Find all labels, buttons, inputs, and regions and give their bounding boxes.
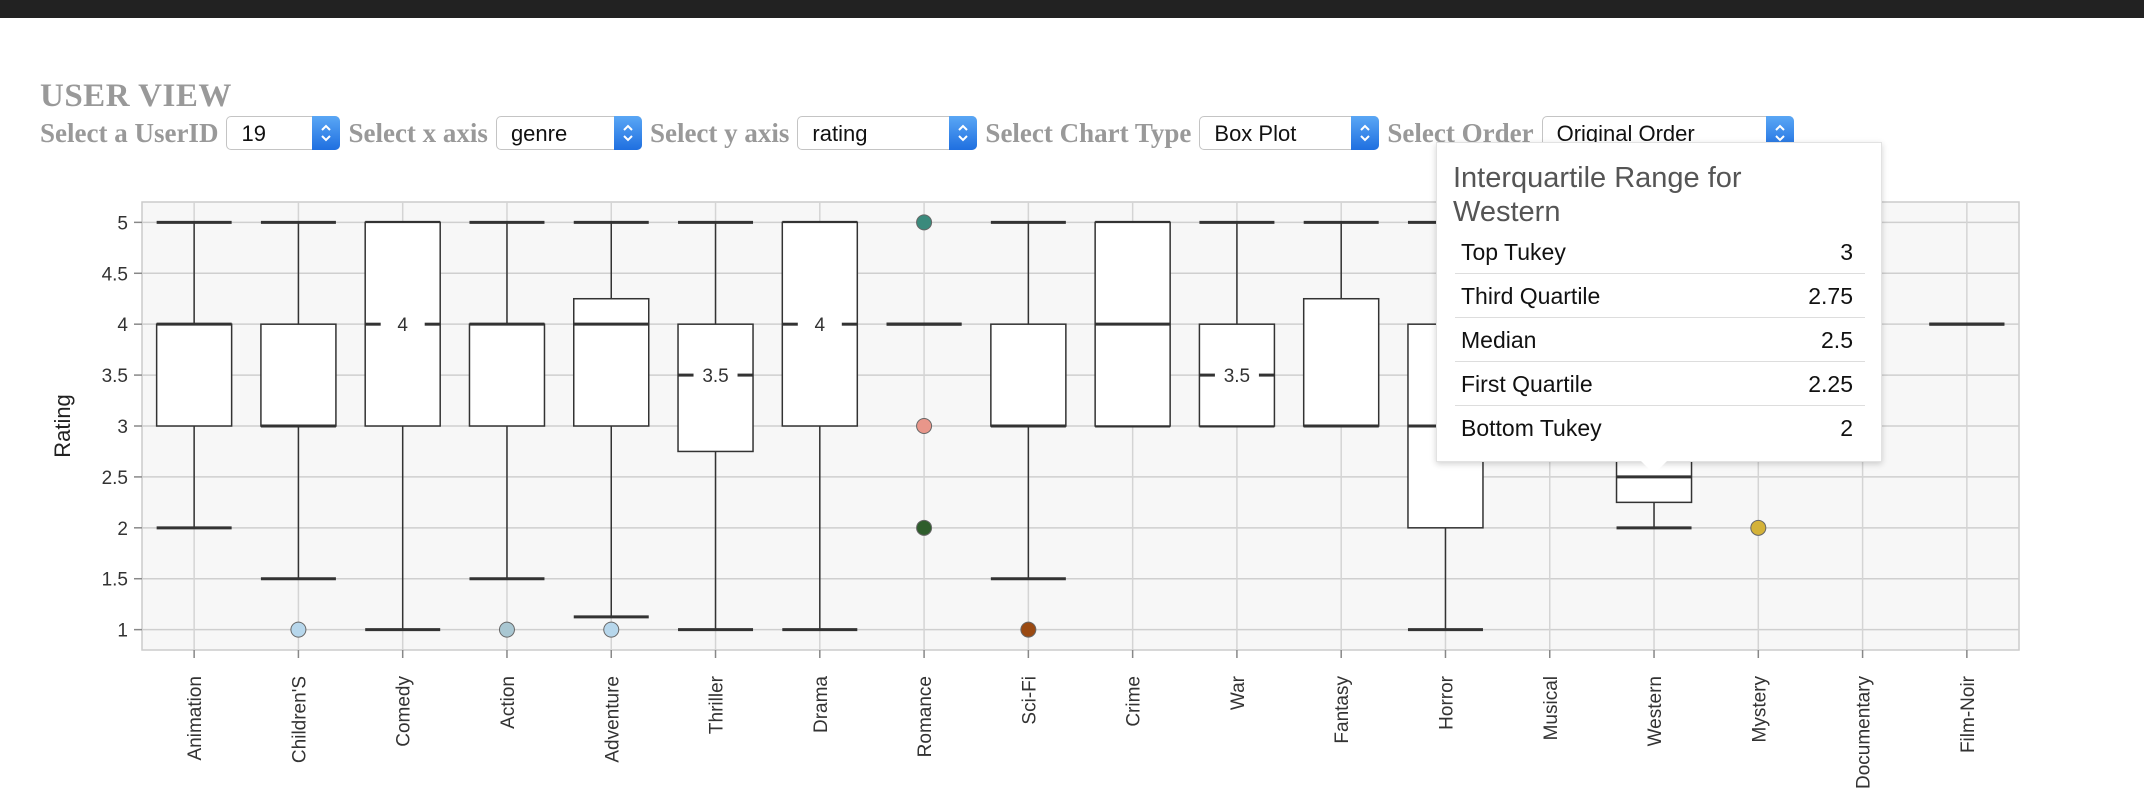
- tooltip-row-value: 2.75: [1808, 283, 1853, 309]
- y-tick-label: 3: [117, 417, 128, 438]
- y-tick-label: 1.5: [102, 570, 128, 591]
- yaxis-label: Select y axis: [649, 117, 790, 148]
- select-arrow-icon: [613, 116, 642, 150]
- x-tick-label: Film-Noir: [1958, 675, 1979, 753]
- order-value: Original Order: [1556, 121, 1695, 146]
- tooltip-row: Third Quartile 2.75: [1455, 275, 1865, 318]
- iqr-box: [990, 323, 1067, 427]
- xaxis-select[interactable]: genre: [495, 116, 642, 150]
- controls-bar: Select a UserID 19 Select x axis genre S…: [40, 114, 1802, 152]
- xaxis-label: Select x axis: [348, 117, 488, 148]
- outlier-point: [1750, 519, 1767, 536]
- y-tick-label: 4: [117, 315, 128, 336]
- x-tick-label: Animation: [185, 676, 206, 761]
- box-adventure: [573, 220, 650, 638]
- x-tick-label: Fantasy: [1332, 676, 1353, 744]
- top-bar: [0, 0, 2144, 18]
- x-tick-label: Western: [1645, 676, 1666, 746]
- outlier-point: [603, 621, 620, 638]
- tooltip-row: Top Tukey 3: [1455, 231, 1865, 274]
- userid-value: 19: [241, 121, 266, 146]
- iqr-box: [573, 297, 650, 427]
- x-tick-label: Thriller: [707, 675, 728, 734]
- box-action: [468, 220, 546, 638]
- x-tick-label: Documentary: [1854, 676, 1875, 789]
- charttype-value: Box Plot: [1214, 121, 1297, 146]
- median-label: 3.5: [702, 366, 728, 387]
- iqr-box: [468, 323, 546, 427]
- box-thriller: 3.5: [677, 220, 754, 632]
- median-label: 3.5: [1224, 366, 1250, 387]
- x-tick-label: Action: [498, 676, 519, 729]
- y-tick-label: 4.5: [102, 264, 128, 285]
- box-scifi: [990, 220, 1067, 638]
- tooltip-row-label: Median: [1461, 327, 1537, 353]
- box-drama: 4: [781, 220, 859, 632]
- median-label: 4: [397, 315, 408, 336]
- box-romance: [886, 214, 962, 536]
- iqr-box: [677, 323, 754, 453]
- tooltip-row-label: Top Tukey: [1461, 239, 1566, 265]
- box-animation: [155, 220, 233, 530]
- x-tick-label: Adventure: [602, 676, 623, 763]
- tooltip-row: First Quartile 2.25: [1455, 363, 1865, 406]
- yaxis-value: rating: [812, 121, 868, 146]
- x-tick-label: Children'S: [289, 676, 310, 763]
- tooltip-row-value: 2: [1840, 415, 1853, 441]
- tooltip-row-label: Bottom Tukey: [1461, 415, 1602, 441]
- tooltip-panel: Interquartile Range for Western Top Tuke…: [1436, 142, 1882, 462]
- iqr-box: [155, 323, 233, 427]
- iqr-box: [260, 323, 337, 427]
- charttype-label: Select Chart Type: [985, 117, 1192, 148]
- x-tick-label: Drama: [811, 676, 832, 733]
- userid-select[interactable]: 19: [226, 116, 341, 150]
- box-fantasy: [1302, 220, 1380, 428]
- charttype-select[interactable]: Box Plot: [1199, 116, 1380, 150]
- page-title: USER VIEW: [40, 78, 232, 114]
- outlier-point: [290, 621, 307, 638]
- tooltip-row-value: 2.25: [1808, 371, 1853, 397]
- x-tick-label: Mystery: [1749, 676, 1770, 743]
- tooltip-row-label: First Quartile: [1461, 371, 1593, 397]
- outlier-point: [498, 621, 515, 638]
- box-comedy: 4: [364, 220, 441, 632]
- tooltip-row: Median 2.5: [1455, 319, 1865, 362]
- tooltip-row-value: 3: [1840, 239, 1853, 265]
- y-axis-label: Rating: [50, 394, 75, 458]
- tooltip-row-label: Third Quartile: [1461, 283, 1601, 309]
- box-war: 3.5: [1198, 220, 1276, 428]
- outlier-point: [916, 418, 933, 434]
- x-tick-label: Horror: [1436, 675, 1457, 730]
- iqr-box: [1302, 297, 1380, 427]
- select-arrow-icon: [1351, 116, 1380, 150]
- x-tick-label: Romance: [915, 676, 936, 757]
- yaxis-select[interactable]: rating: [797, 116, 978, 150]
- box-childrens: [260, 220, 337, 638]
- select-arrow-icon: [312, 116, 341, 150]
- userid-label: Select a UserID: [40, 117, 219, 148]
- xaxis-value: genre: [510, 121, 568, 146]
- x-tick-label: Musical: [1541, 676, 1562, 740]
- y-tick-label: 3.5: [102, 366, 128, 387]
- y-tick-label: 1: [117, 621, 128, 642]
- outlier-point: [916, 214, 933, 231]
- tooltip-title: Interquartile Range for Western: [1453, 162, 1742, 228]
- y-tick-label: 2: [117, 519, 128, 540]
- tooltip-row: Bottom Tukey 2: [1455, 407, 1865, 449]
- x-tick-label: Sci-Fi: [1019, 676, 1040, 725]
- y-tick-label: 5: [117, 213, 128, 234]
- median-label: 4: [815, 315, 826, 336]
- x-tick-label: War: [1228, 675, 1249, 710]
- box-crime: [1094, 220, 1171, 428]
- outlier-point: [1020, 621, 1037, 638]
- x-tick-label: Crime: [1124, 676, 1145, 727]
- tooltip-pointer: [1640, 460, 1668, 474]
- x-tick-label: Comedy: [394, 676, 415, 747]
- select-arrow-icon: [949, 116, 978, 150]
- tooltip-row-value: 2.5: [1821, 327, 1853, 353]
- y-tick-label: 2.5: [102, 468, 128, 489]
- outlier-point: [916, 519, 933, 536]
